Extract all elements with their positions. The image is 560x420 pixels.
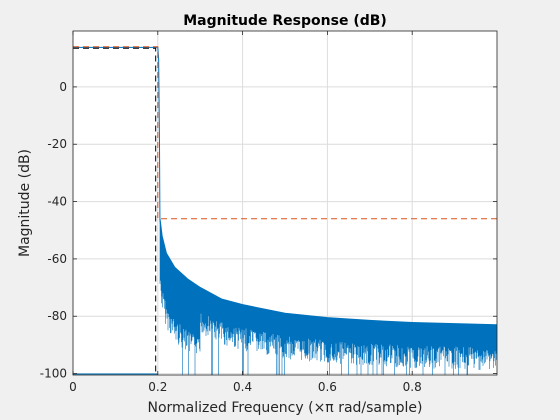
x-tick-label: 0.4 — [233, 380, 252, 394]
data-layer — [73, 46, 497, 375]
x-tick-label: 0.2 — [148, 380, 167, 394]
response-stopband-envelope — [159, 218, 497, 326]
y-tick-label: 0 — [59, 80, 67, 94]
y-tick-label: -40 — [47, 195, 67, 209]
y-tick-label: -80 — [47, 309, 67, 323]
lower-mask-line — [73, 47, 157, 374]
x-tick-label: 0.6 — [318, 380, 337, 394]
response-stopband-ripple — [159, 219, 497, 375]
response-passband-line — [73, 46, 161, 219]
y-axis-label: Magnitude (dB) — [17, 149, 33, 257]
upper-mask-line — [73, 46, 497, 220]
axes-box — [72, 30, 498, 376]
y-tick-label: -20 — [47, 137, 67, 151]
x-axis-label: Normalized Frequency (×π rad/sample) — [148, 400, 423, 416]
x-tick-label: 0 — [69, 380, 77, 394]
y-tick-label: -100 — [40, 367, 67, 381]
ticks: 0 0.2 0.4 0.6 0.8 0 -20 -40 -60 -80 -100 — [40, 31, 497, 394]
x-tick-label: 0.8 — [403, 380, 422, 394]
mask-layer — [73, 46, 497, 374]
y-tick-label: -60 — [47, 252, 67, 266]
chart-title: Magnitude Response (dB) — [183, 13, 387, 29]
